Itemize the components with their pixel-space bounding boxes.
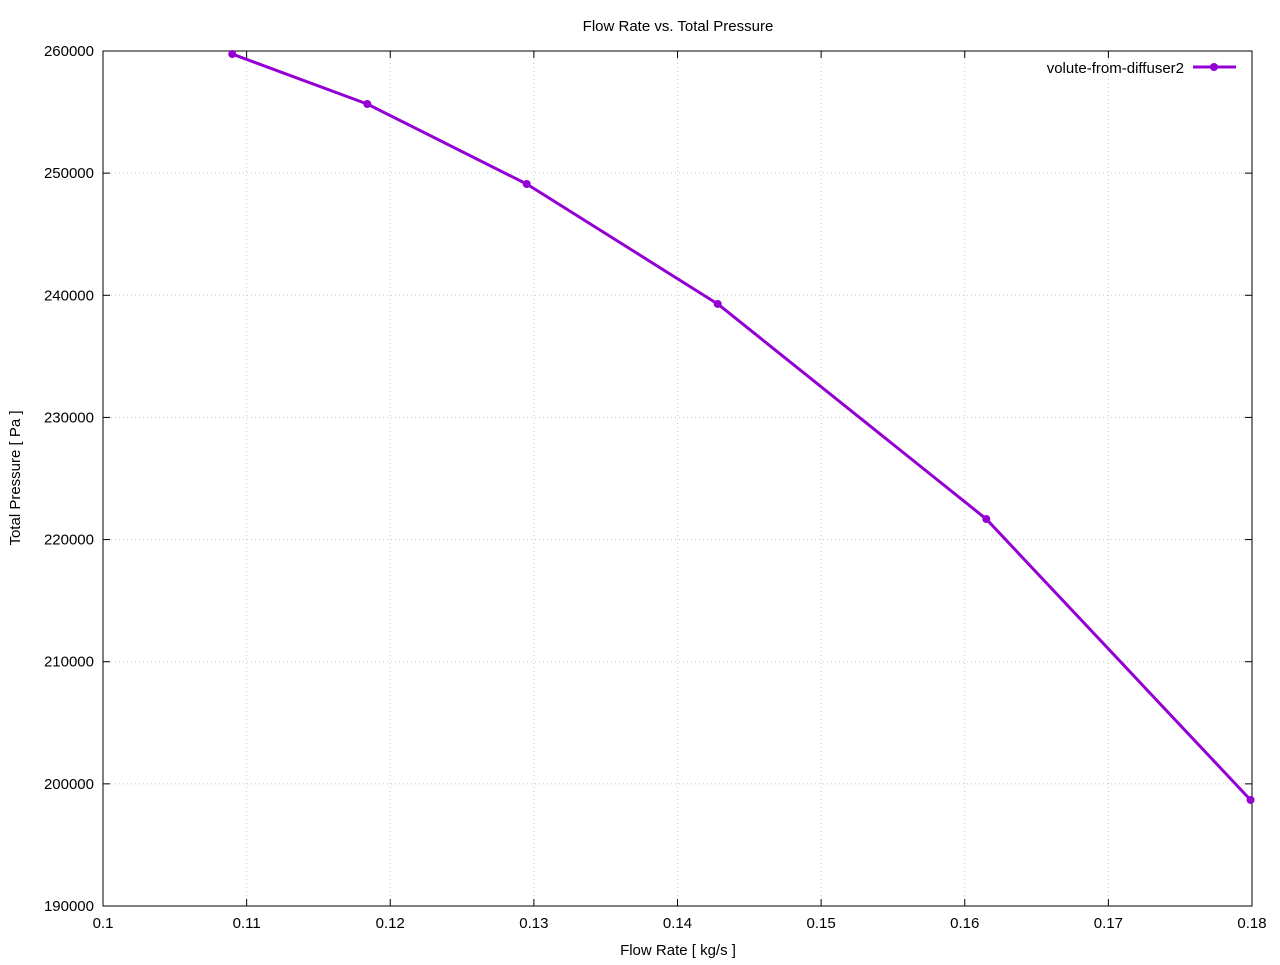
x-tick-label: 0.14 [663,915,692,932]
y-tick-label: 260000 [44,43,94,60]
x-tick-label: 0.16 [950,915,979,932]
data-point [522,180,531,189]
data-point [363,100,372,109]
series [228,50,1255,804]
x-tick-label: 0.12 [376,915,405,932]
y-tick-label: 190000 [44,898,94,915]
y-tick-label: 240000 [44,287,94,304]
x-tick-label: 0.11 [233,915,261,932]
grid [103,51,1252,906]
y-axis-label: Total Pressure [ Pa ] [7,410,24,545]
x-tick-label: 0.17 [1094,915,1123,932]
y-tick-label: 210000 [44,654,94,671]
chart-title: Flow Rate vs. Total Pressure [583,18,774,35]
legend-label: volute-from-diffuser2 [1047,60,1184,77]
data-point [713,299,722,308]
y-tick-label: 220000 [44,532,94,549]
data-point [228,50,237,59]
x-tick-label: 0.13 [519,915,548,932]
y-tick-label: 200000 [44,776,94,793]
x-axis-label: Flow Rate [ kg/s ] [620,942,736,959]
ticks: 0.1 0.11 0.12 0.13 0.14 0.15 0.16 0.17 0.18 19000… [44,43,1267,932]
series-line [231,52,1252,802]
data-point [982,515,991,524]
x-tick-label: 0.1 [93,915,114,932]
x-tick-label: 0.18 [1237,915,1266,932]
data-point [1246,795,1255,804]
legend-marker [1210,63,1218,71]
y-tick-label: 250000 [44,165,94,182]
y-tick-label: 230000 [44,409,94,426]
legend: volute-from-diffuser2 [1047,60,1236,77]
x-tick-label: 0.15 [807,915,836,932]
